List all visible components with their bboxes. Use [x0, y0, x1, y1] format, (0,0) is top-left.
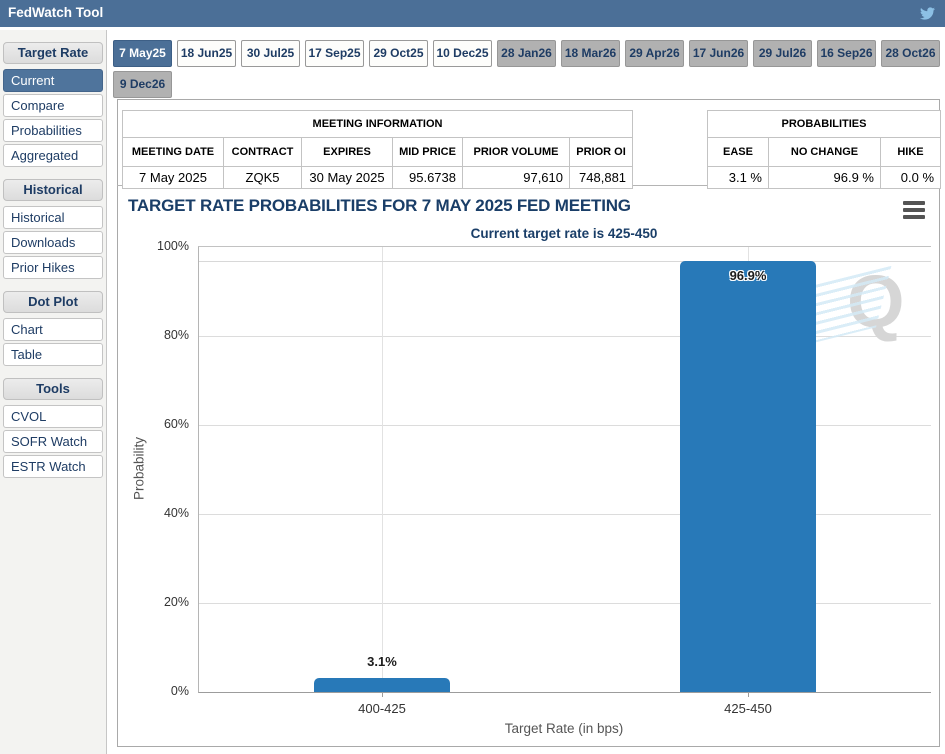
hamburger-icon[interactable] [903, 201, 925, 219]
tab-7-may25[interactable]: 7 May25 [113, 40, 172, 67]
tab-28-jan26[interactable]: 28 Jan26 [497, 40, 556, 67]
sidebar-item-chart[interactable]: Chart [3, 318, 103, 341]
column-header-mid-price: MID PRICE [392, 137, 463, 167]
sidebar-section-target-rate: Target Rate [3, 42, 103, 64]
column-header-no-change: NO CHANGE [768, 137, 881, 167]
x-tick-label-400-425: 400-425 [358, 701, 406, 716]
tab-18-mar26[interactable]: 18 Mar26 [561, 40, 620, 67]
quikstrike-watermark: Q [792, 265, 905, 349]
tab-9-dec26[interactable]: 9 Dec26 [113, 71, 172, 98]
hamburger-bar [903, 215, 925, 219]
sidebar-item-current[interactable]: Current [3, 69, 103, 92]
meeting-table-header-row: MEETING DATE CONTRACT EXPIRES MID PRICE PRIO… [122, 137, 634, 167]
value-meeting-date: 7 May 2025 [122, 166, 224, 189]
tab-16-sep26[interactable]: 16 Sep26 [817, 40, 876, 67]
value-prior-oi: 748,881 [568, 166, 634, 189]
twitter-icon[interactable] [919, 6, 936, 21]
y-axis-title: Probability [131, 436, 147, 501]
prob-table-caption: PROBABILITIES [706, 110, 942, 138]
meeting-table-value-row: 7 May 2025 ZQK5 30 May 2025 95.6738 97,610 74… [122, 166, 634, 189]
chart-subtitle: Current target rate is 425-450 [470, 226, 658, 241]
sidebar-item-table[interactable]: Table [3, 343, 103, 366]
app-title: FedWatch Tool [8, 5, 104, 20]
plot-area: Q 0% 20% 40% 60% 80% 100% 400-425 3.1% 425-450 96… [157, 239, 931, 716]
y-tick-label-80: 80% [163, 328, 189, 342]
probabilities-table: PROBABILITIES EASE NO CHANGE HIKE 3.1 % 96.9 … [706, 110, 942, 189]
meeting-info-table: MEETING INFORMATION MEETING DATE CONTRACT E… [121, 110, 634, 189]
value-hike: 0.0 % [879, 166, 942, 189]
tab-28-oct26[interactable]: 28 Oct26 [881, 40, 940, 67]
sidebar: Target Rate Current Compare Probabilities Ag… [0, 30, 107, 754]
prob-table-caption-row: PROBABILITIES [706, 110, 942, 138]
app-header: FedWatch Tool [0, 0, 945, 27]
value-ease: 3.1 % [707, 166, 769, 189]
column-header-prior-oi: PRIOR OI [568, 137, 634, 167]
value-expires: 30 May 2025 [301, 166, 393, 189]
sidebar-item-probabilities[interactable]: Probabilities [3, 119, 103, 142]
y-tick-label-100: 100% [157, 239, 189, 253]
gridline-20 [199, 603, 931, 604]
gridline-80 [199, 336, 931, 337]
sidebar-section-dot-plot: Dot Plot [3, 291, 103, 313]
sidebar-item-historical[interactable]: Historical [3, 206, 103, 229]
bar-400-425[interactable] [314, 678, 450, 692]
column-header-ease: EASE [707, 137, 769, 167]
prob-table-header-row: EASE NO CHANGE HIKE [707, 137, 942, 167]
bar-value-label-400-425: 3.1% [367, 654, 397, 670]
tab-18-jun25[interactable]: 18 Jun25 [177, 40, 236, 67]
tab-29-apr26[interactable]: 29 Apr26 [625, 40, 684, 67]
bar-value-label-425-450: 96.9% [729, 267, 767, 283]
x-tick-425-450 [748, 692, 749, 697]
gridline-60 [199, 425, 931, 426]
column-header-expires: EXPIRES [301, 137, 393, 167]
column-header-contract: CONTRACT [223, 137, 302, 167]
y-tick-label-0: 0% [170, 684, 189, 698]
tab-17-sep25[interactable]: 17 Sep25 [305, 40, 364, 67]
sidebar-item-aggregated[interactable]: Aggregated [3, 144, 103, 167]
meeting-tabs: 7 May25 18 Jun25 30 Jul25 17 Sep25 29 Oct25 1… [113, 40, 942, 98]
tab-29-jul26[interactable]: 29 Jul26 [753, 40, 812, 67]
y-tick-label-60: 60% [163, 417, 189, 431]
tab-10-dec25[interactable]: 10 Dec25 [433, 40, 492, 67]
gridline-40 [199, 514, 931, 515]
sidebar-item-downloads[interactable]: Downloads [3, 231, 103, 254]
meeting-table-caption: MEETING INFORMATION [121, 110, 634, 138]
x-tick-400-425 [382, 692, 383, 697]
value-contract: ZQK5 [223, 166, 302, 189]
sidebar-section-tools: Tools [3, 378, 103, 400]
sidebar-item-prior-hikes[interactable]: Prior Hikes [3, 256, 103, 279]
tab-30-jul25[interactable]: 30 Jul25 [241, 40, 300, 67]
sidebar-item-cvol[interactable]: CVOL [3, 405, 103, 428]
column-header-prior-volume: PRIOR VOLUME [462, 137, 570, 167]
y-tick-label-20: 20% [163, 595, 189, 609]
sidebar-item-sofr-watch[interactable]: SOFR Watch [3, 430, 103, 453]
bar-425-450[interactable] [680, 260, 816, 692]
column-header-meeting-date: MEETING DATE [122, 137, 224, 167]
sidebar-section-historical: Historical [3, 179, 103, 201]
hamburger-bar [903, 208, 925, 212]
x-axis-title: Target Rate (in bps) [504, 721, 624, 736]
value-prior-volume: 97,610 [462, 166, 570, 189]
chart-title: TARGET RATE PROBABILITIES FOR 7 MAY 2025… [128, 196, 631, 215]
category-gridline-400-425 [382, 247, 383, 692]
max-value-line [199, 260, 931, 262]
x-tick-label-425-450: 425-450 [724, 701, 772, 716]
sidebar-item-compare[interactable]: Compare [3, 94, 103, 117]
sidebar-item-estr-watch[interactable]: ESTR Watch [3, 455, 103, 478]
prob-table-value-row: 3.1 % 96.9 % 0.0 % [707, 166, 942, 189]
column-header-hike: HIKE [879, 137, 942, 167]
meeting-table-caption-row: MEETING INFORMATION [121, 110, 634, 138]
tab-17-jun26[interactable]: 17 Jun26 [689, 40, 748, 67]
value-mid-price: 95.6738 [392, 166, 463, 189]
hamburger-bar [903, 201, 925, 205]
y-tick-label-40: 40% [163, 506, 189, 520]
tab-29-oct25[interactable]: 29 Oct25 [369, 40, 428, 67]
value-no-change: 96.9 % [768, 166, 881, 189]
